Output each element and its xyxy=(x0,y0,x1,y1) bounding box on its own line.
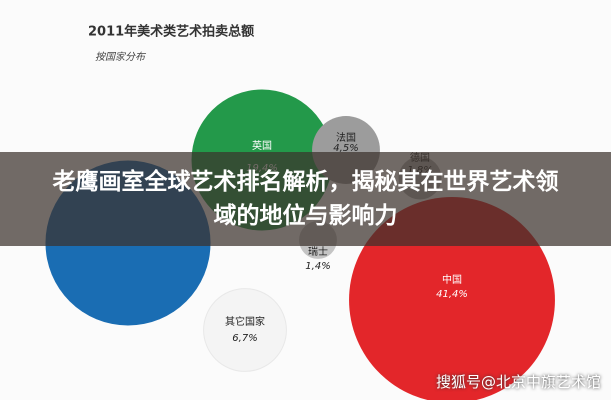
bubble-label: 法国 xyxy=(336,131,356,144)
bubble xyxy=(203,288,287,372)
value-label: 6,7% xyxy=(232,333,257,344)
bubble-label: 瑞士 xyxy=(308,245,328,258)
headline-banner: 老鹰画室全球艺术排名解析，揭秘其在世界艺术领域的地位与影响力 xyxy=(0,152,611,246)
value-label: 1,4% xyxy=(305,261,330,272)
bubble-label: 中国 xyxy=(442,273,462,286)
chart-title: 2011年美术类艺术拍卖总额 xyxy=(88,24,254,40)
watermark: 搜狐号@北京中旗艺术馆 xyxy=(435,373,601,391)
headline: 老鹰画室全球艺术排名解析，揭秘其在世界艺术领域的地位与影响力 xyxy=(52,169,559,229)
bubble-label: 英国 xyxy=(252,139,272,152)
bubble xyxy=(349,197,555,400)
value-label: 4,5% xyxy=(333,143,358,154)
value-label: 41,4% xyxy=(436,289,468,300)
chart-subtitle: 按国家分布 xyxy=(95,51,147,63)
bubble-label: 其它国家 xyxy=(225,315,265,328)
